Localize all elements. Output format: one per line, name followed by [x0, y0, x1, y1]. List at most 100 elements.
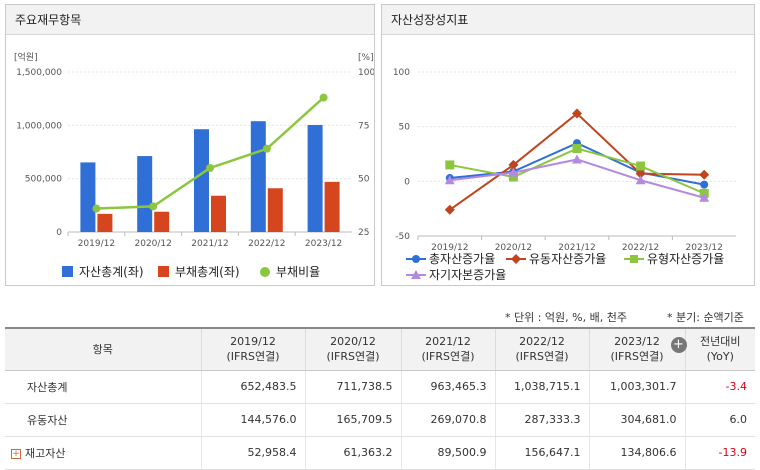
value-cell: 711,738.5 [304, 370, 401, 404]
value-cell: 61,363.2 [304, 436, 401, 470]
header-yoy: 전년대비 (YoY) [684, 327, 755, 371]
series-2-point-1 [508, 172, 518, 182]
y-tick-label: 50 [399, 123, 411, 133]
header-period-4: 2022/12 (IFRS연결) [494, 327, 589, 371]
legend-item-1[interactable]: 부채총계(좌) [158, 263, 240, 280]
bar-1-2 [211, 195, 226, 232]
right-tick-label: 25 [358, 228, 369, 238]
row-label: 자산총계 [27, 380, 68, 394]
legend-item-3[interactable]: 자기자본증가율 [406, 266, 506, 283]
legend-item-1[interactable]: 유동자산증가율 [506, 250, 606, 267]
row-label-cell[interactable]: + 재고자산 [5, 436, 201, 470]
table-row: 자산총계 652,483.5 711,738.5 963,465.3 1,038,715… [5, 370, 755, 404]
y-tick-label: -50 [395, 232, 410, 242]
header-basis-label: (IFRS연결) [610, 350, 664, 364]
value-cell: 165,709.5 [304, 403, 401, 437]
header-yoy-sub: (YoY) [706, 350, 734, 364]
legend-swatch [62, 266, 73, 277]
header-basis-label: (IFRS연결) [421, 350, 475, 364]
table-row: 유동자산 144,576.0 165,709.5 269,070.8 287,333.3… [5, 403, 755, 437]
square-marker-icon [624, 254, 644, 263]
x-tick-label: 2019/12 [78, 239, 115, 249]
x-tick-label: 2020/12 [135, 239, 172, 249]
legend-item-2[interactable]: 부채비율 [260, 263, 320, 280]
legend-swatch [260, 266, 270, 277]
series-1-point-4 [699, 169, 710, 180]
yoy-cell: -13.9 [684, 436, 755, 470]
left-tick-label: 1,000,000 [16, 121, 62, 131]
triangle-marker-icon [406, 269, 426, 279]
asset-growth-title: 자산성장성지표 [382, 5, 754, 35]
header-period-5: 2023/12 + (IFRS연결) [588, 327, 687, 371]
series-3-point-2 [572, 154, 582, 164]
header-period-label: 2022/12 [519, 335, 565, 349]
series-1-point-3 [635, 168, 646, 179]
left-tick-label: 1,500,000 [16, 68, 62, 78]
legend-label: 유형자산증가율 [647, 252, 725, 266]
x-tick-label: 2019/12 [431, 243, 468, 252]
left-tick-label: 500,000 [25, 175, 62, 185]
header-period-label: 2019/12 [230, 335, 276, 349]
series-3-point-4 [699, 192, 710, 202]
left-axis-unit: [억원] [14, 51, 38, 63]
value-cell: 156,647.1 [494, 436, 589, 470]
header-yoy-label: 전년대비 [700, 335, 741, 349]
x-tick-label: 2021/12 [191, 239, 228, 249]
series-3-point-0 [444, 175, 455, 185]
bar-0-0 [80, 162, 96, 232]
value-cell: 1,003,301.7 [588, 370, 685, 404]
yoy-cell: 6.0 [684, 403, 755, 437]
financial-items-panel: 주요재무항목 [억원] [%] 1,500,000 1,000,000 500,000 0… [5, 4, 375, 286]
bar-0-4 [307, 124, 323, 232]
legend-item-0[interactable]: 총자산증가율 [406, 250, 495, 267]
asset-growth-chart: 100 50 0 -50 2019/12 2020/12 2021/12 2022/12 202… [393, 68, 736, 252]
header-item: 항목 [5, 327, 201, 371]
table-header-row: 항목 2019/12 (IFRS연결) 2020/12 (IFRS연결) 2021/… [5, 327, 755, 371]
value-cell: 134,806.6 [588, 436, 685, 470]
bar-1-0 [97, 213, 113, 232]
series-3-point-3 [635, 175, 646, 185]
legend-label: 자산총계(좌) [79, 265, 144, 279]
legend-label: 유동자산증가율 [529, 252, 607, 266]
legend-label: 총자산증가율 [429, 252, 496, 266]
series-3-point-1 [508, 167, 519, 177]
value-cell: 304,681.0 [588, 403, 685, 437]
value-cell: 52,958.4 [200, 436, 305, 470]
legend-item-0[interactable]: 자산총계(좌) [62, 263, 144, 280]
table-row: + 재고자산 52,958.4 61,363.2 89,500.9 156,647.1 13… [5, 436, 755, 470]
header-basis-label: (IFRS연결) [515, 350, 569, 364]
bar-1-1 [154, 211, 170, 232]
legend-item-2[interactable]: 유형자산증가율 [624, 250, 724, 267]
series-1-point-1 [508, 159, 519, 170]
series-2-point-3 [636, 161, 646, 171]
header-period-label: 2020/12 [330, 335, 376, 349]
period-note: * 분기: 순액기준 [667, 311, 744, 324]
expand-plus-icon[interactable]: + [11, 448, 21, 459]
x-tick-label: 2021/12 [558, 243, 595, 252]
header-period-1: 2019/12 (IFRS연결) [200, 327, 305, 371]
financial-items-title: 주요재무항목 [6, 5, 374, 35]
yoy-cell: -3.4 [684, 370, 755, 404]
unit-note: * 단위 : 억원, %, 배, 천주 [505, 311, 627, 324]
bar-0-1 [137, 156, 153, 232]
header-period-3: 2021/12 (IFRS연결) [400, 327, 495, 371]
x-tick-label: 2023/12 [686, 243, 723, 252]
value-cell: 652,483.5 [200, 370, 305, 404]
right-tick-label: 75 [358, 121, 369, 131]
x-tick-label: 2022/12 [248, 239, 285, 249]
legend-label: 부채비율 [276, 265, 321, 279]
series-2-point-0 [445, 160, 455, 170]
series-1-point-2 [572, 108, 582, 119]
series-line-3 [449, 158, 705, 199]
bar-1-3 [267, 188, 283, 232]
series-2-point-2 [572, 144, 582, 154]
legend-label: 자기자본증가율 [429, 268, 507, 282]
legend-swatch [158, 266, 169, 277]
header-basis-label: (IFRS연결) [326, 350, 380, 364]
right-tick-label: 50 [358, 175, 370, 185]
add-column-icon[interactable]: + [670, 337, 687, 354]
bar-0-3 [250, 121, 266, 232]
debt-ratio-line [96, 96, 325, 210]
row-label: 재고자산 [25, 446, 66, 460]
debt-ratio-point-3 [262, 144, 271, 153]
